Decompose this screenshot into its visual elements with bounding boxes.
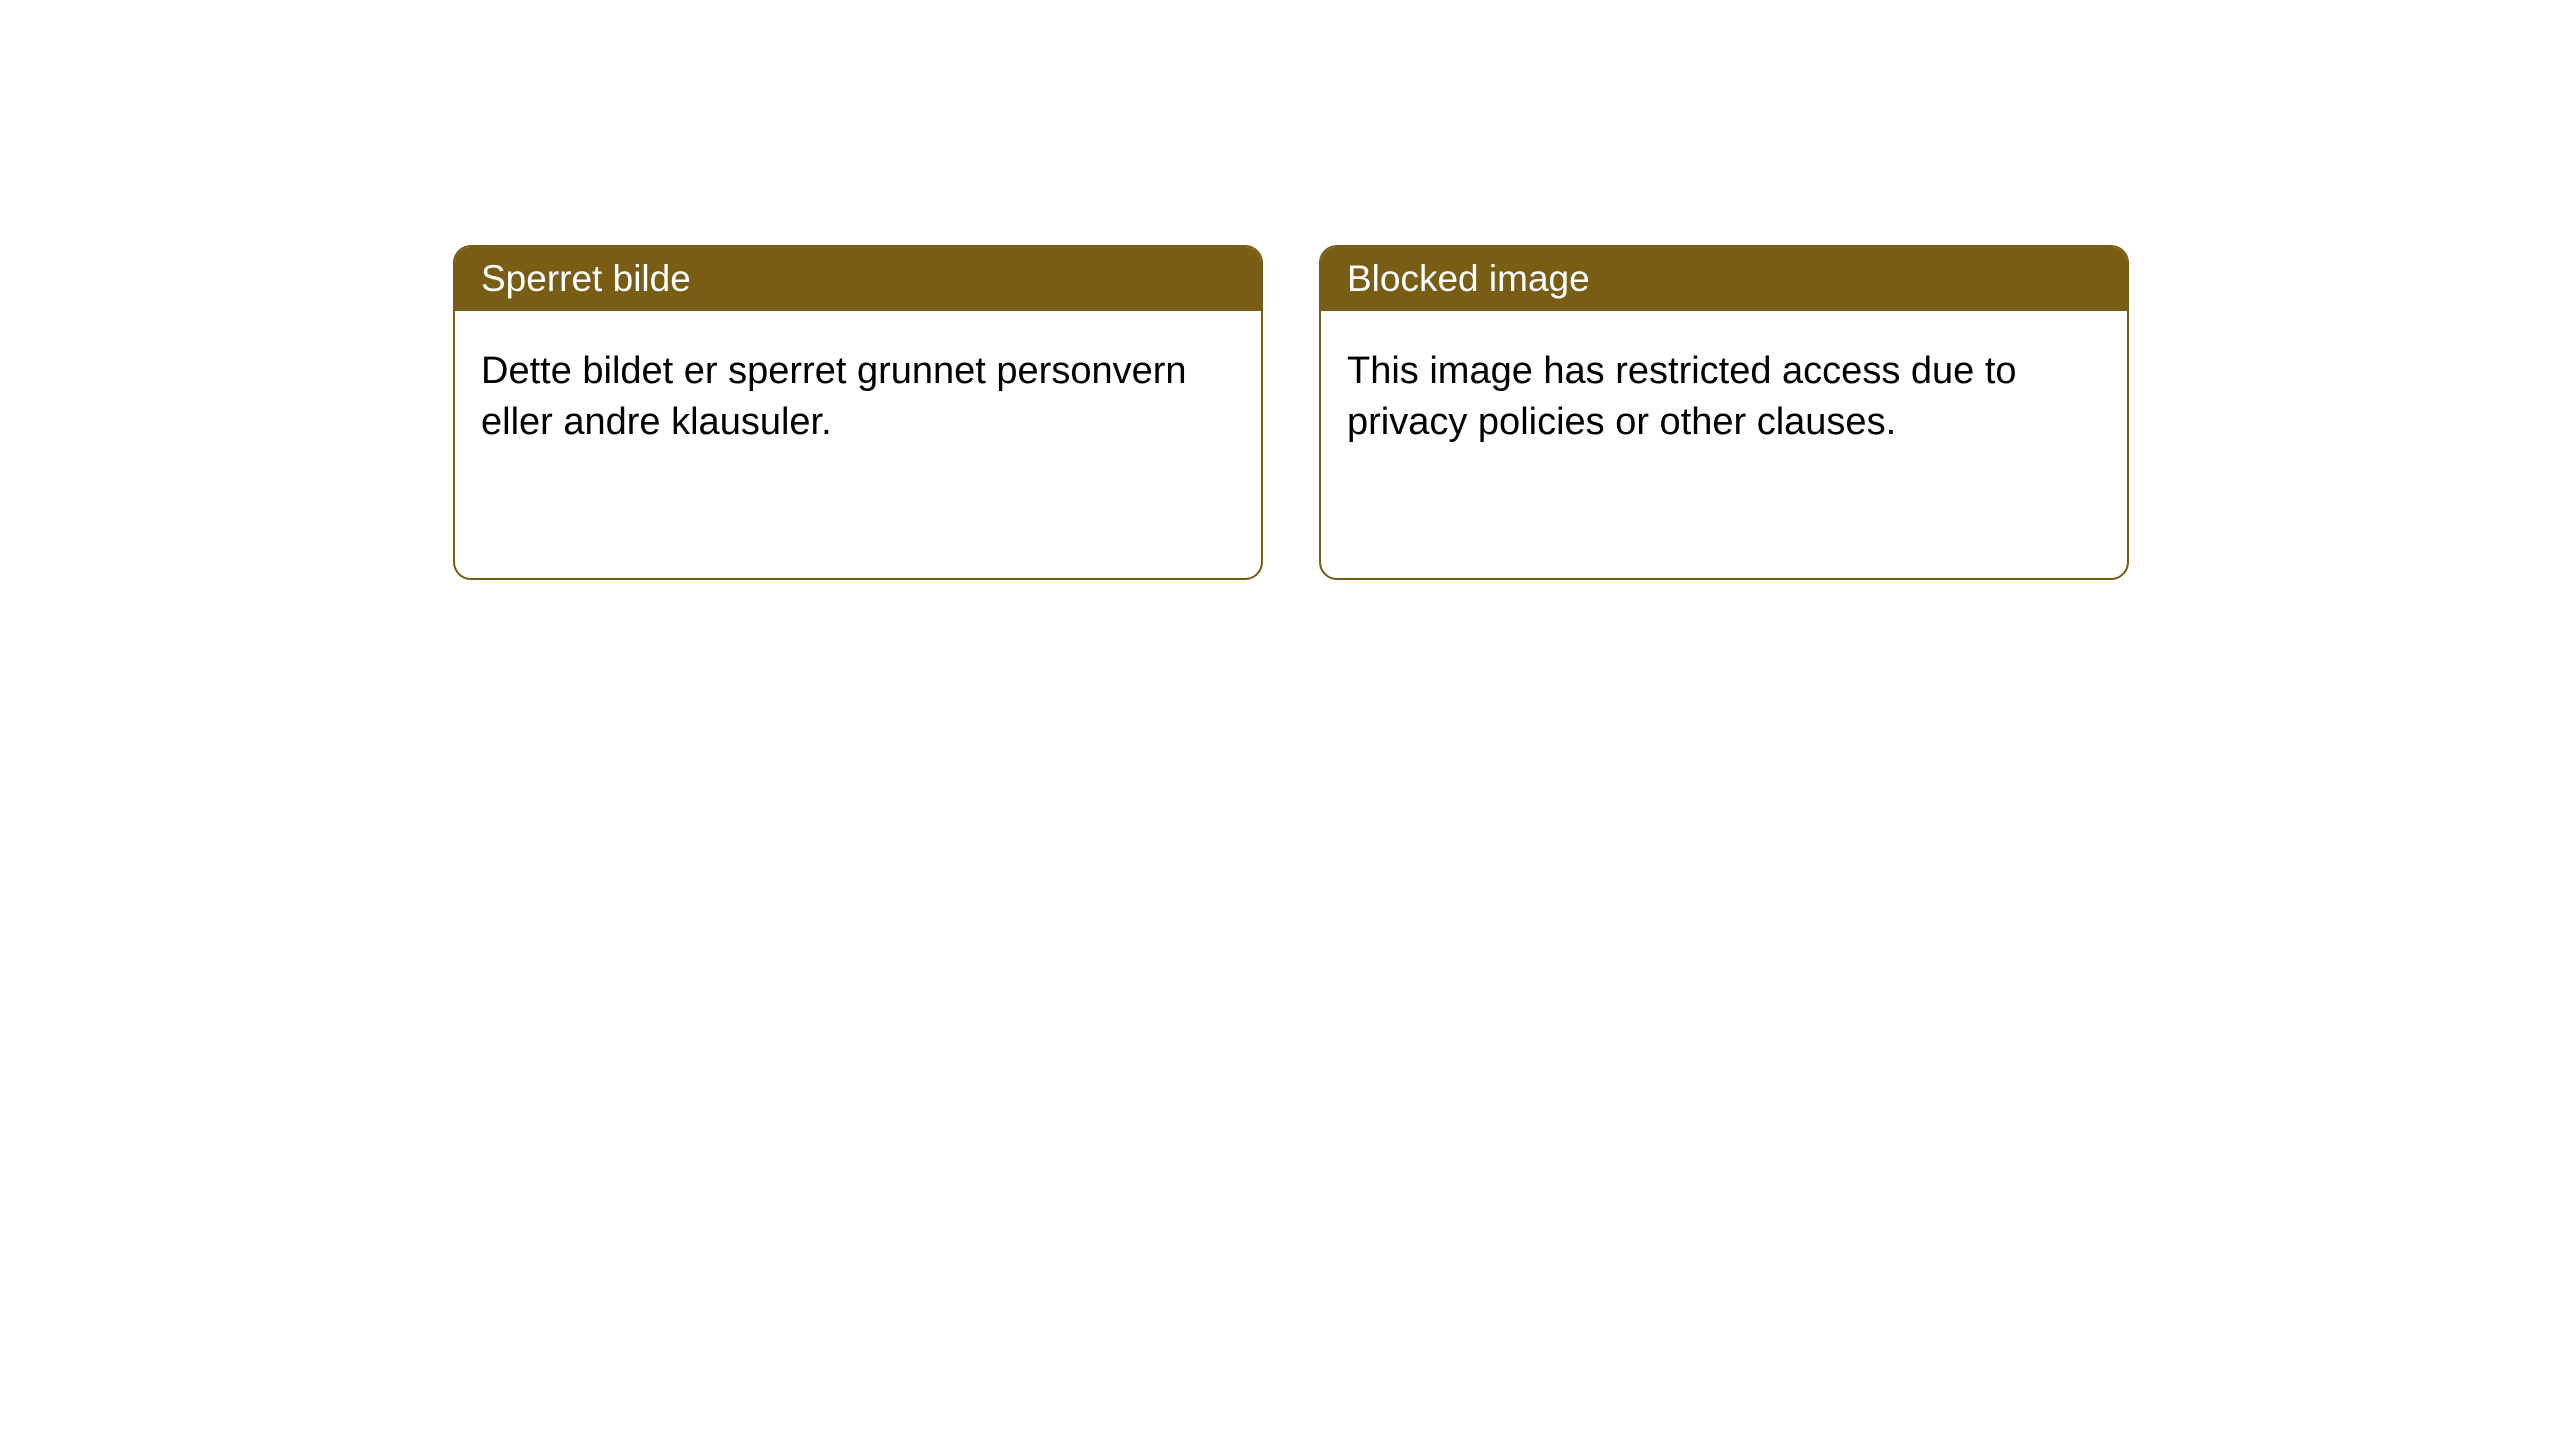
card-title: Blocked image [1347, 258, 1590, 299]
card-body: This image has restricted access due to … [1321, 311, 2127, 484]
card-header: Blocked image [1321, 247, 2127, 311]
card-title: Sperret bilde [481, 258, 691, 299]
card-header: Sperret bilde [455, 247, 1261, 311]
card-body-text: Dette bildet er sperret grunnet personve… [481, 350, 1187, 443]
notice-card-english: Blocked image This image has restricted … [1319, 245, 2129, 580]
card-body: Dette bildet er sperret grunnet personve… [455, 311, 1261, 484]
card-body-text: This image has restricted access due to … [1347, 350, 2017, 443]
notice-card-norwegian: Sperret bilde Dette bildet er sperret gr… [453, 245, 1263, 580]
notice-cards-container: Sperret bilde Dette bildet er sperret gr… [0, 0, 2560, 580]
